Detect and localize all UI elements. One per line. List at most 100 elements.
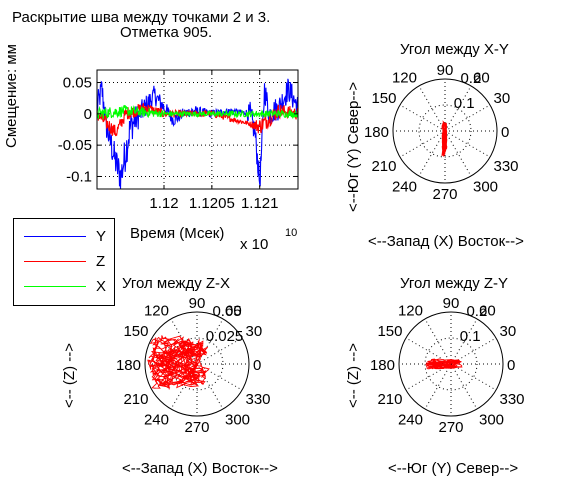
timeseries-xlabel: Время (Мсек) <box>130 225 225 242</box>
polar_zy-spoke <box>450 363 478 410</box>
polar_xy-angle-label: 240 <box>392 178 417 195</box>
polar_xy-spoke <box>444 130 472 177</box>
x-tick-label: 1.1205 <box>189 195 235 212</box>
polar_xy-angle-label: 30 <box>493 90 510 107</box>
polar-zx-xlabel: <--Запад (X) Восток--> <box>122 460 278 477</box>
series-line-y <box>97 78 298 189</box>
polar_xy-angle-label: 180 <box>364 124 389 141</box>
polar_xy-angle-label: 330 <box>493 158 518 175</box>
polar_xy-angle-label: 300 <box>473 178 498 195</box>
legend-entry-z: Z <box>14 252 114 272</box>
polar-zy-ylabel: <-- (Z) --> <box>345 343 362 408</box>
polar_zy-angle-label: 0 <box>507 357 515 374</box>
legend: Y Z X <box>13 218 115 306</box>
polar_xy-ring-label: 0.1 <box>454 95 475 112</box>
legend-label-z: Z <box>96 253 106 270</box>
legend-swatch-z <box>24 261 86 262</box>
legend-swatch-y <box>24 236 86 237</box>
polar_zx-angle-label: 30 <box>245 323 262 340</box>
polar_xy-spoke <box>399 130 446 158</box>
polar_zx-trace <box>147 335 210 390</box>
series-line-x <box>97 104 298 120</box>
polar-xy-title: Угол между X-Y <box>400 41 509 58</box>
polar_xy-angle-label: 120 <box>392 70 417 87</box>
polar_xy-spoke <box>418 130 446 177</box>
polar_xy-spoke <box>418 85 446 132</box>
legend-entry-y: Y <box>14 227 114 247</box>
polar-zy-xlabel: <--Юг (Y) Север--> <box>388 460 519 477</box>
polar-xy-ylabel: <--Юг (Y) Север--> <box>345 81 362 212</box>
polar_zy-angle-label: 300 <box>479 411 504 428</box>
polar_zy-angle-label: 60 <box>479 303 496 320</box>
polar_xy-spoke <box>399 104 446 132</box>
polar_zy-trace <box>425 358 463 370</box>
y-tick-label: 0 <box>84 106 92 123</box>
polar_zy-spoke <box>424 363 452 410</box>
polar_xy-spoke <box>444 130 491 158</box>
y-tick-label: -0.1 <box>66 168 92 185</box>
polar_zy-spoke <box>450 363 497 391</box>
polar_zx-angle-label: 300 <box>225 411 250 428</box>
polar_xy-outer-circle <box>392 78 498 184</box>
polar_zx-angle-label: 90 <box>189 295 206 312</box>
legend-label-x: X <box>96 278 107 295</box>
polar_xy-spoke <box>444 104 491 132</box>
polar_xy-inner-ring <box>418 104 472 158</box>
y-tick-label: -0.05 <box>58 137 92 154</box>
polar_xy-angle-label: 270 <box>432 186 457 203</box>
polar_zx-spoke <box>196 363 243 391</box>
polar-zx-title: Угол между Z-X <box>122 275 231 292</box>
polar_zx-angle-label: 150 <box>123 323 148 340</box>
timeseries-series-group <box>97 78 298 189</box>
polar_zx-ring-label: 0.025 <box>206 328 244 345</box>
polar_zx-angle-label: 0 <box>253 357 261 374</box>
polar_xy-trace <box>441 120 448 157</box>
polar_zx-inner-ring <box>170 337 224 391</box>
legend-label-y: Y <box>96 228 107 245</box>
polar_zx-angle-label: 270 <box>184 419 209 436</box>
polar_zy-angle-label: 150 <box>377 323 402 340</box>
polar_zx-angle-label: 180 <box>116 357 141 374</box>
polar_zy-spoke <box>424 318 452 365</box>
polar_zy-outer-circle <box>398 311 504 417</box>
polar_zy-ring-label: 0.1 <box>460 328 481 345</box>
polar_xy-angle-label: 150 <box>371 90 396 107</box>
polar-zy-title: Угол между Z-Y <box>400 275 509 292</box>
polar_zx-angle-label: 60 <box>225 303 242 320</box>
polar_zx-angle-label: 240 <box>144 411 169 428</box>
polar_xy-angle-label: 210 <box>371 158 396 175</box>
polar-xy-xlabel: <--Запад (X) Восток--> <box>368 233 524 250</box>
polar_zy-angle-label: 270 <box>438 419 463 436</box>
polar_xy-angle-label: 90 <box>437 62 454 79</box>
x-tick-label: 1.12 <box>149 195 178 212</box>
x-tick-label: 1.121 <box>241 195 279 212</box>
polar_zx-ring-label: 0.05 <box>212 303 241 320</box>
polar_zy-inner-ring <box>424 337 478 391</box>
polar_xy-spoke <box>444 85 472 132</box>
polar_zx-angle-label: 330 <box>245 391 270 408</box>
polar_zy-angle-label: 240 <box>398 411 423 428</box>
polar_zy-angle-label: 330 <box>499 391 524 408</box>
timeseries-x-exponent-power: 10 <box>285 227 298 239</box>
legend-entry-x: X <box>14 277 114 297</box>
polar_xy-ring-label: 0.2 <box>460 70 481 87</box>
polar_zy-angle-label: 90 <box>443 295 460 312</box>
timeseries-x-exponent: x 10 <box>240 236 269 253</box>
y-tick-label: 0.05 <box>63 75 92 92</box>
polar_zx-angle-label: 210 <box>123 391 148 408</box>
figure-title-line2: Отметка 905. <box>120 24 213 41</box>
polar_zy-angle-label: 180 <box>370 357 395 374</box>
polar_xy-angle-label: 0 <box>501 124 509 141</box>
polar_zx-outer-circle <box>144 311 250 417</box>
polar_xy-angle-label: 60 <box>473 70 490 87</box>
polar-zx-ylabel: <-- (Z) --> <box>61 343 78 408</box>
timeseries-axes-box <box>96 69 299 190</box>
polar_zy-ring-label: 0.2 <box>466 303 487 320</box>
polar_zy-angle-label: 210 <box>377 391 402 408</box>
polar_zx-spoke <box>170 318 198 365</box>
polar_zx-angle-label: 120 <box>144 303 169 320</box>
polar_zy-angle-label: 30 <box>499 323 516 340</box>
polar_zy-angle-label: 120 <box>398 303 423 320</box>
figure-title-line1: Раскрытие шва между точками 2 и 3. <box>12 9 271 26</box>
